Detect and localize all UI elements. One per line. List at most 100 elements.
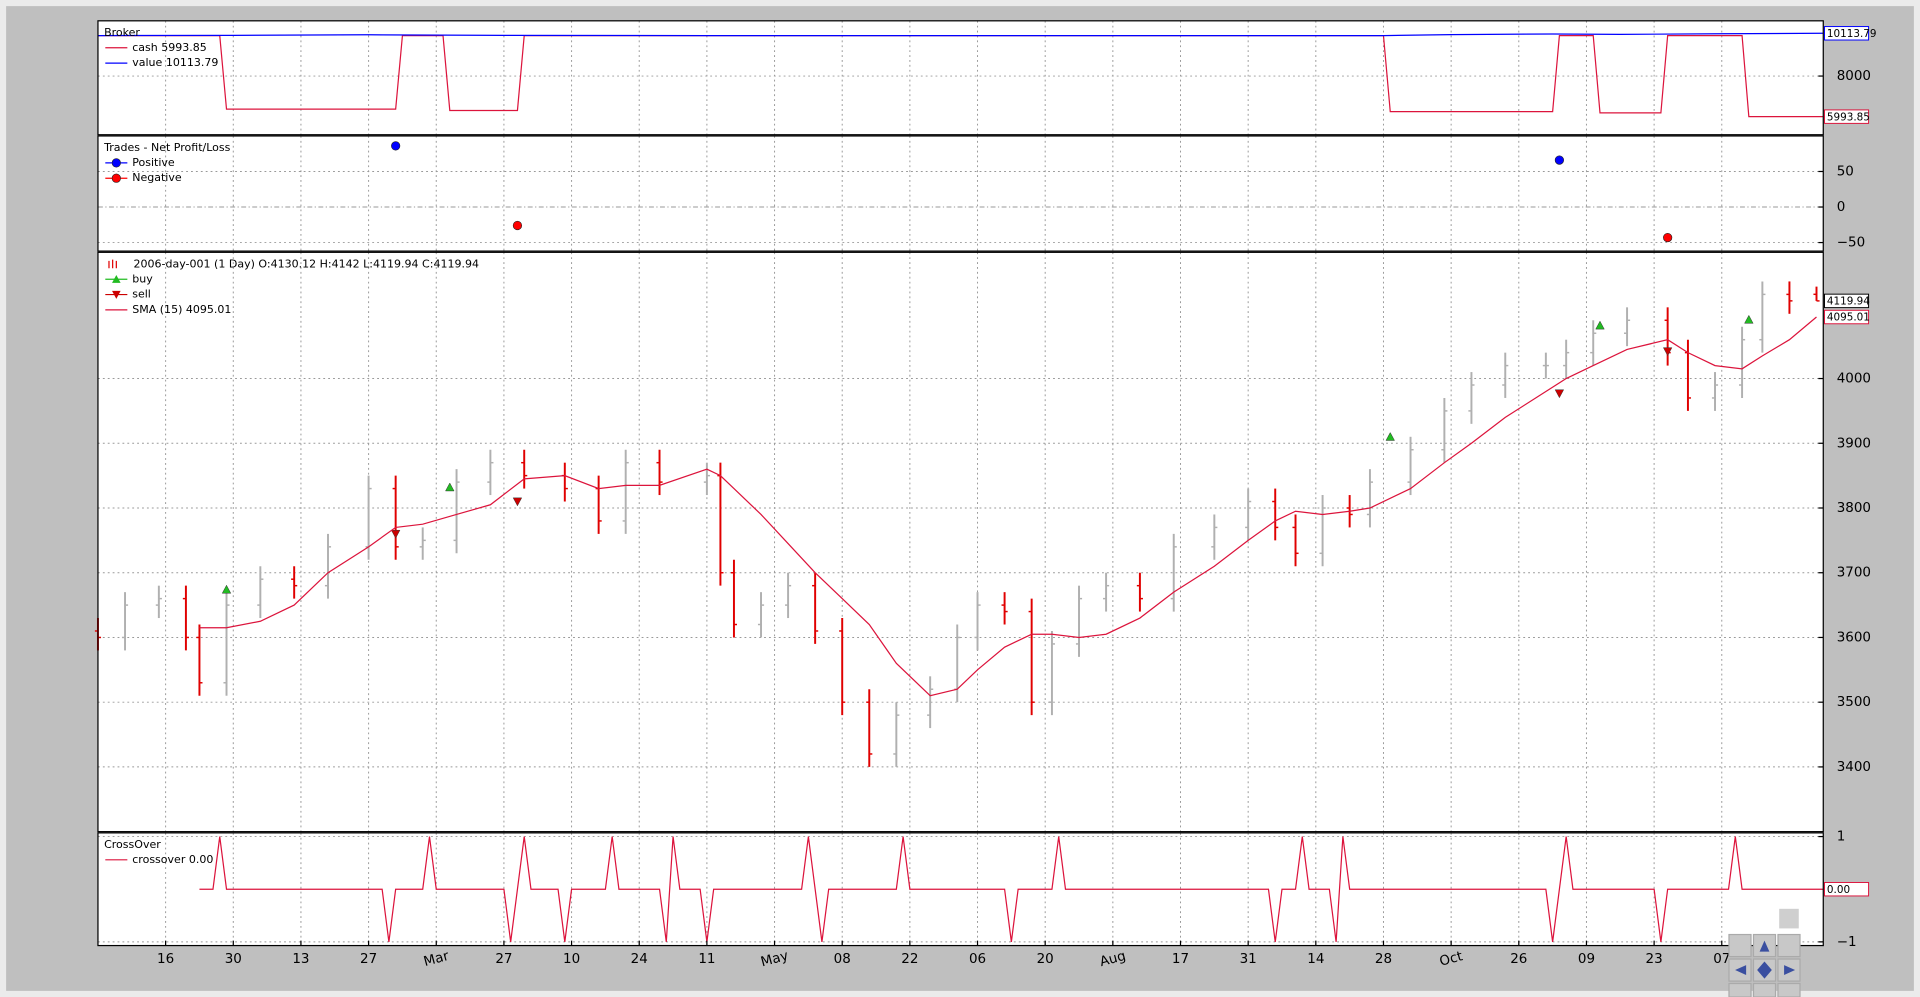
x-tick-label: 17 (1172, 951, 1189, 967)
legend-icon (108, 259, 117, 269)
y-tick-label: 3600 (1837, 629, 1871, 645)
panel-title: 2006-day-001 (1 Day) O:4130.12 H:4142 L:… (133, 258, 479, 271)
signal-marker (445, 482, 455, 492)
value-tag-label: 10113.79 (1827, 28, 1877, 40)
panel-title: Broker (104, 26, 140, 39)
axes-frame (97, 251, 1824, 833)
line-series (97, 32, 1824, 37)
toolbar-icon (1757, 961, 1772, 979)
legend-label: Positive (132, 156, 175, 169)
signal-marker (221, 584, 232, 594)
toolbar-button[interactable] (1728, 933, 1752, 958)
trade-dot (512, 220, 523, 231)
value-tag-label: 4095.01 (1827, 312, 1870, 324)
x-tick-label: 26 (1510, 951, 1527, 967)
y-tick-label: 3400 (1837, 759, 1871, 775)
signal-marker (1385, 431, 1395, 441)
toolbar-icon (1735, 965, 1747, 975)
line-series (199, 836, 1824, 942)
x-tick-label: 20 (1037, 951, 1054, 967)
x-tick-label: 22 (901, 951, 918, 967)
plot-area: 8000 5993.85 10113.79 Broker cash 5993.85 val… (94, 20, 1877, 971)
y-tick-label: 1 (1837, 829, 1846, 845)
value-tag (1824, 309, 1870, 325)
trade-dot (1554, 155, 1564, 165)
y-tick-label: 4000 (1837, 371, 1871, 387)
signal-marker (1595, 320, 1605, 330)
y-tick-label: 8000 (1837, 68, 1871, 84)
legend-label: crossover 0.00 (132, 853, 213, 866)
legend-marker (112, 290, 121, 299)
legend-marker (112, 274, 121, 283)
value-tag-label: 4119.94 (1827, 296, 1870, 308)
x-tick-label: 13 (292, 951, 309, 967)
x-tick-label: 31 (1240, 951, 1257, 967)
x-tick-label: 30 (225, 951, 242, 967)
x-tick-label: 09 (1578, 951, 1595, 967)
sma-line (199, 316, 1817, 697)
toolbar-button[interactable] (1777, 933, 1801, 958)
x-tick-label: 08 (834, 951, 851, 967)
panel-title: Trades - Net Profit/Loss (103, 141, 231, 154)
value-tag (1824, 109, 1870, 124)
x-tick-label: May (759, 948, 790, 971)
signal-marker (390, 529, 401, 539)
legend-label: value 10113.79 (132, 56, 218, 69)
y-tick-label: 3900 (1837, 435, 1871, 451)
toolbar-icon (1759, 940, 1770, 952)
x-tick-label: Mar (422, 948, 451, 970)
toolbar-button[interactable] (1728, 982, 1752, 997)
x-tick-label: 28 (1375, 951, 1392, 967)
y-tick-label: 50 (1837, 163, 1854, 179)
x-tick-label: 24 (631, 951, 648, 967)
y-tick-label: −1 (1837, 934, 1857, 950)
value-tag (1824, 293, 1870, 309)
x-tick-label: 14 (1307, 951, 1324, 967)
axes-frame (97, 20, 1824, 136)
x-tick-label: Oct (1438, 948, 1465, 969)
x-tick-label: 10 (563, 951, 580, 967)
panel-title: CrossOver (104, 838, 161, 851)
signal-marker (1554, 389, 1565, 399)
legend-marker (111, 173, 121, 183)
x-tick-label: 27 (360, 951, 377, 967)
value-tag-label: 0.00 (1827, 884, 1850, 896)
value-tag-label: 5993.85 (1827, 111, 1870, 123)
axes-bg (97, 135, 1824, 252)
signal-marker (1662, 347, 1673, 357)
toolbar-button[interactable] (1752, 982, 1777, 997)
axes-bg (97, 20, 1824, 135)
legend-label: sell (132, 288, 151, 301)
x-tick-label: 11 (698, 951, 715, 967)
legend-label: buy (132, 272, 153, 285)
signal-marker (1744, 314, 1754, 324)
toolbar-icon (1784, 965, 1796, 975)
x-tick-label: 23 (1646, 951, 1663, 967)
x-tick-label: 16 (157, 951, 174, 967)
legend-label: cash 5993.85 (132, 41, 207, 54)
y-tick-label: −50 (1837, 235, 1865, 251)
y-tick-label: 3500 (1837, 694, 1871, 710)
legend-label: SMA (15) 4095.01 (132, 303, 231, 316)
signal-marker (512, 497, 523, 507)
axes-bg (97, 252, 1824, 832)
toolbar (1728, 908, 1801, 997)
toolbar-button[interactable] (1777, 982, 1801, 997)
value-tag (1824, 26, 1870, 41)
y-tick-label: 3700 (1837, 565, 1871, 581)
x-tick-label: 06 (969, 951, 986, 967)
trade-dot (1663, 232, 1673, 243)
line-series (97, 34, 1824, 118)
toolbar-button[interactable] (1779, 908, 1799, 929)
x-tick-label: 27 (495, 951, 512, 967)
axes-frame (97, 135, 1824, 252)
axes-frame (97, 832, 1824, 947)
legend-marker (111, 158, 121, 168)
trade-dot (391, 141, 401, 151)
x-tick-label: 07 (1713, 951, 1730, 967)
x-tick-label: Aug (1098, 948, 1128, 970)
value-tag (1824, 881, 1870, 897)
legend-label: Negative (132, 171, 182, 184)
